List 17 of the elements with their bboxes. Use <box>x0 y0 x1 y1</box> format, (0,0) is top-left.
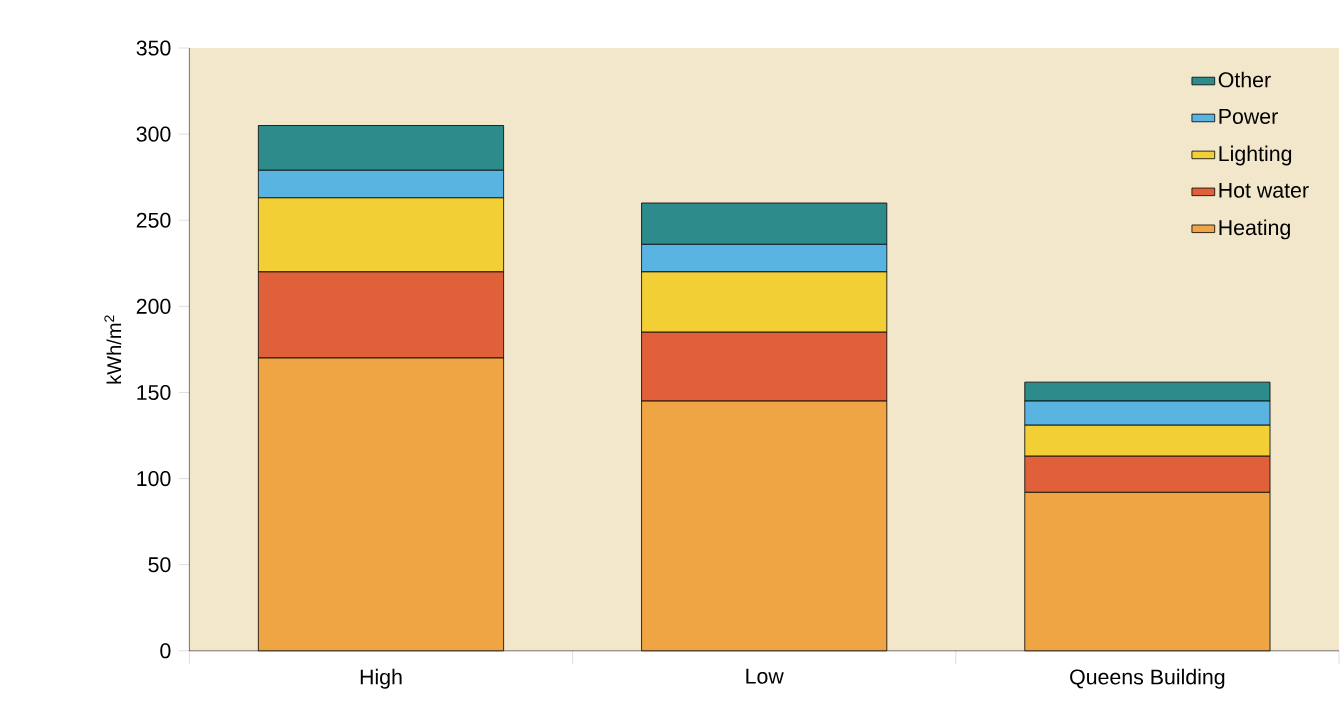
y-tick-label: 200 <box>136 299 171 315</box>
y-tick-label: 150 <box>137 385 171 401</box>
y-tick-label: 0 <box>160 643 171 659</box>
x-tick-label: High <box>360 669 402 690</box>
y-tick-label: 100 <box>137 471 171 487</box>
y-tick-label: 250 <box>136 212 171 229</box>
x-tick-label: Low <box>746 669 784 685</box>
y-tick-label: 350 <box>136 40 171 56</box>
legend-label: Power <box>1219 109 1278 125</box>
legend-label: Heating <box>1219 219 1290 240</box>
y-axis-title: kWh/m$^{2}$ <box>104 315 122 384</box>
legend-label: Other <box>1218 71 1271 88</box>
legend-label: Hot water <box>1219 183 1309 199</box>
x-tick-label: Queens Building <box>1070 669 1225 690</box>
y-tick-label: 300 <box>136 126 171 142</box>
y-tick-label: 50 <box>148 557 171 573</box>
legend-label: Lighting <box>1219 145 1292 166</box>
